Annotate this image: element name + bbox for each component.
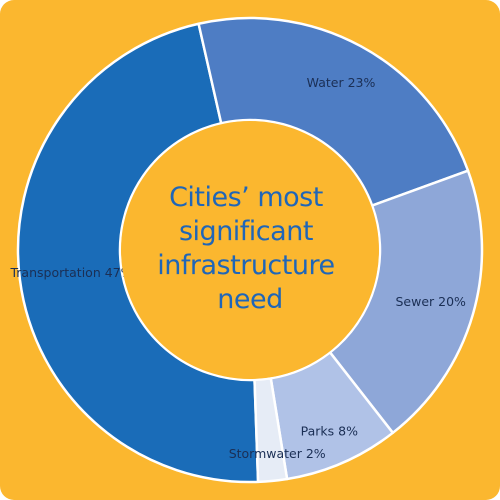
donut-segment-sewer [328, 169, 484, 435]
chart-title: Cities’ most significant infrastructure … [157, 182, 342, 315]
chart-title-line: Cities’ most [169, 182, 323, 213]
segment-label-parks: Parks 8% [301, 423, 358, 438]
segment-label-sewer: Sewer 20% [395, 294, 466, 309]
donut-segment-water [197, 16, 470, 207]
donut-segment-transportation [16, 22, 260, 484]
segment-labels: Transportation 47% Water 23% Sewer 20% Park… [9, 75, 466, 461]
segment-label-transportation: Transportation 47% [9, 265, 132, 280]
chart-title-line: infrastructure [157, 250, 334, 281]
segment-label-stormwater: Stormwater 2% [229, 446, 326, 461]
chart-title-line: significant [179, 216, 313, 247]
donut-segments [16, 16, 484, 484]
chart-title-line: need [217, 284, 282, 315]
donut-hole [121, 121, 379, 379]
donut-segment-stormwater [253, 377, 289, 484]
segment-label-water: Water 23% [307, 75, 376, 90]
